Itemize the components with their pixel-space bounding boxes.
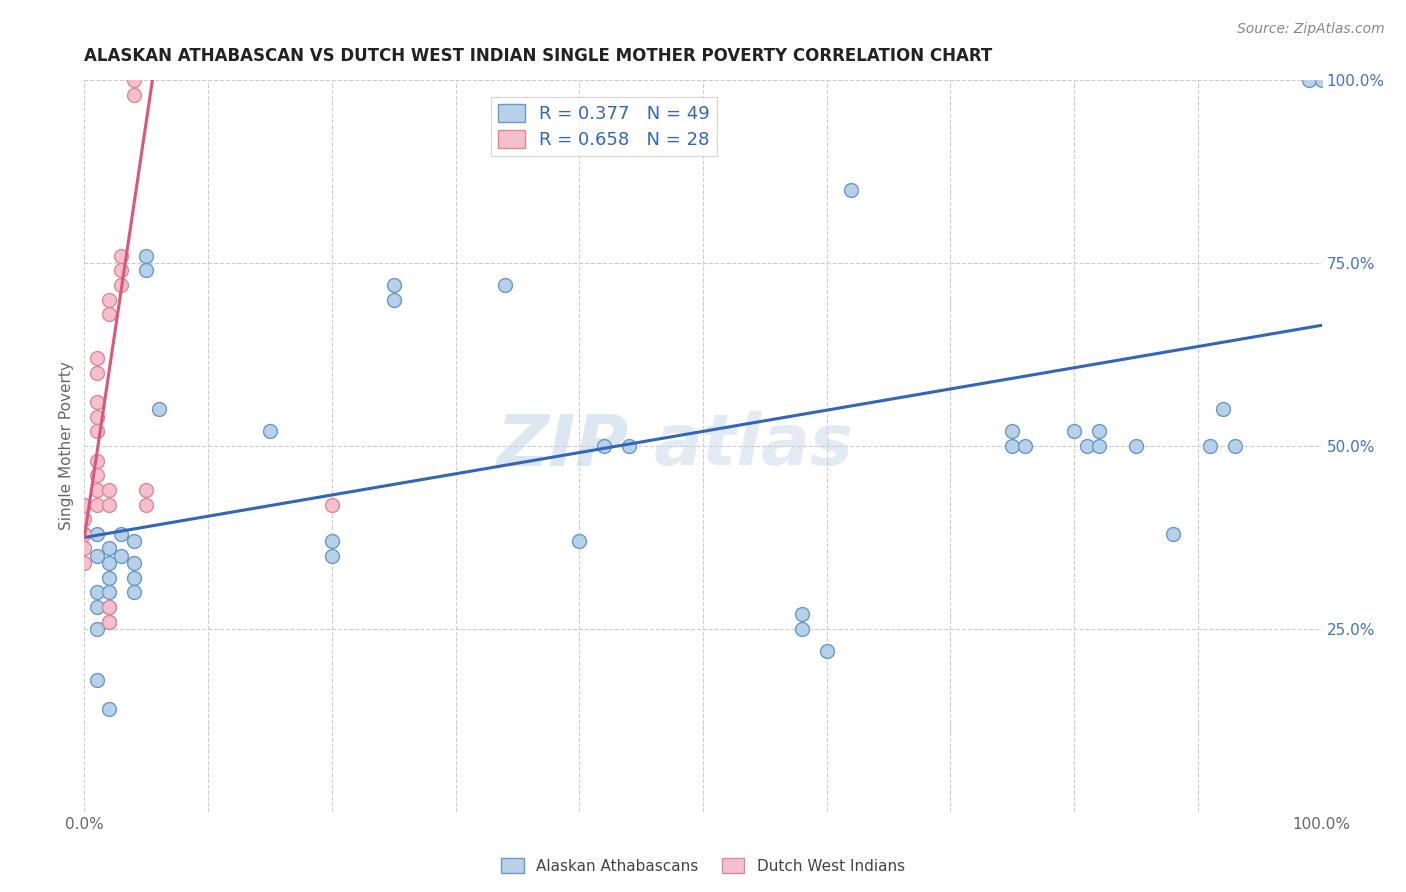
Point (122, 534, 145, 549)
Point (321, 549, 343, 563)
Point (98, 615, 121, 629)
Point (1199, 439, 1222, 453)
Point (1088, 425, 1111, 439)
Point (1014, 439, 1036, 453)
Point (73, 498, 96, 512)
Point (98, 571, 121, 585)
Point (86, 409, 108, 424)
Point (98, 483, 121, 497)
Point (98, 599, 121, 614)
Point (1088, 439, 1111, 453)
Point (73, 541, 96, 556)
Point (122, 73, 145, 87)
Point (382, 278, 405, 293)
Point (321, 534, 343, 549)
Point (98, 585, 121, 599)
Point (98, 556, 121, 570)
Point (86, 526, 108, 541)
Point (73, 512, 96, 526)
Point (841, 183, 863, 197)
Point (122, 87, 145, 102)
Y-axis label: Single Mother Poverty: Single Mother Poverty (59, 361, 75, 531)
Point (382, 293, 405, 307)
Point (98, 541, 121, 556)
Point (1001, 439, 1024, 453)
Point (122, 571, 145, 585)
Point (494, 278, 516, 293)
Point (259, 425, 281, 439)
Point (98, 702, 121, 716)
Point (1310, 73, 1333, 87)
Point (135, 263, 157, 277)
Point (110, 526, 132, 541)
Point (98, 599, 121, 614)
Point (98, 615, 121, 629)
Point (86, 622, 108, 636)
Point (86, 483, 108, 497)
Point (815, 644, 838, 658)
Point (86, 498, 108, 512)
Point (110, 263, 132, 277)
Point (73, 556, 96, 570)
Point (98, 307, 121, 321)
Point (86, 468, 108, 483)
Point (1001, 425, 1024, 439)
Text: ALASKAN ATHABASCAN VS DUTCH WEST INDIAN SINGLE MOTHER POVERTY CORRELATION CHART: ALASKAN ATHABASCAN VS DUTCH WEST INDIAN … (84, 47, 993, 65)
Point (86, 453, 108, 467)
Point (98, 498, 121, 512)
Point (568, 534, 591, 549)
Point (73, 526, 96, 541)
Point (790, 622, 813, 636)
Point (1125, 439, 1147, 453)
Point (86, 585, 108, 599)
Legend: R = 0.377   N = 49, R = 0.658   N = 28: R = 0.377 N = 49, R = 0.658 N = 28 (491, 96, 717, 156)
Point (1212, 402, 1234, 417)
Point (1223, 439, 1246, 453)
Point (1161, 526, 1184, 541)
Point (98, 293, 121, 307)
Text: Source: ZipAtlas.com: Source: ZipAtlas.com (1237, 22, 1385, 37)
Point (86, 549, 108, 563)
Point (86, 599, 108, 614)
Point (617, 439, 640, 453)
Point (135, 249, 157, 263)
Point (86, 395, 108, 409)
Point (86, 673, 108, 687)
Point (790, 607, 813, 622)
Point (110, 278, 132, 293)
Point (1298, 73, 1320, 87)
Point (135, 498, 157, 512)
Point (86, 425, 108, 439)
Point (110, 549, 132, 563)
Point (122, 585, 145, 599)
Point (135, 483, 157, 497)
Point (1063, 425, 1085, 439)
Point (86, 351, 108, 366)
Text: atlas: atlas (654, 411, 853, 481)
Point (122, 556, 145, 570)
Text: ZIP: ZIP (496, 411, 628, 481)
Point (1076, 439, 1098, 453)
Point (86, 366, 108, 380)
Point (110, 249, 132, 263)
Point (148, 402, 170, 417)
Point (593, 439, 616, 453)
Point (321, 498, 343, 512)
Legend: Alaskan Athabascans, Dutch West Indians: Alaskan Athabascans, Dutch West Indians (495, 852, 911, 880)
